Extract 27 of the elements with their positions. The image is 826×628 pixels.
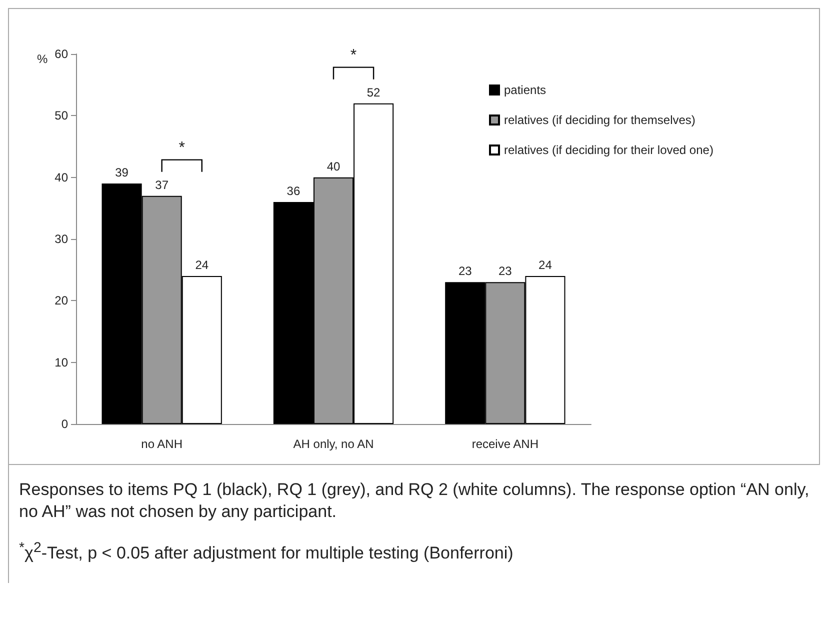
data-label: 37 [155,178,169,192]
y-tick-label: 10 [54,355,68,370]
legend-label: relatives (if deciding for themselves) [504,113,696,127]
data-label: 40 [326,159,340,174]
data-label: 36 [286,184,300,198]
data-label: 24 [538,258,552,272]
data-label: 23 [498,264,512,278]
y-tick-label: 30 [54,232,68,246]
y-tick-label: 40 [54,170,68,184]
y-tick-label: 60 [54,47,68,61]
y-tick-label: 20 [54,294,68,308]
data-label: 23 [458,264,472,278]
x-tick-label: AH only, no AN [293,437,374,451]
text: Responses to items PQ 1 (black), RQ 1 (grey), and RQ 2 (white columns). The response option “AN only, no AH” was not chosen by any participant. [19,479,810,523]
x-tick-label: receive ANH [472,437,539,451]
text: $^{*}$χ$^{2}$-Test, p < 0.05 after adjustment for multiple testing (Bonferroni) [19,539,514,565]
data-label: 52 [366,85,381,100]
data-label: 24 [195,258,209,272]
annotation: * [178,139,185,156]
y-tick-label: 50 [54,108,68,123]
data-label: 39 [115,166,129,180]
y-tick-label: 0 [61,417,68,431]
annotation: * [350,46,357,64]
legend-label: patients [504,83,546,97]
y-axis-title: % [37,52,48,66]
legend-label: relatives (if deciding for their loved one) [504,143,714,157]
x-tick-label: no ANH [141,437,183,451]
